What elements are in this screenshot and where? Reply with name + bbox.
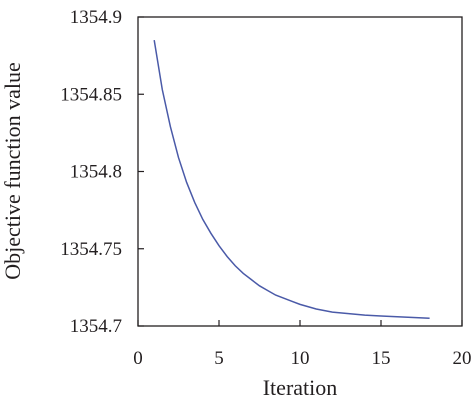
x-axis-tick-labels: 0 5 10 15 20 bbox=[133, 348, 471, 369]
x-tick-label: 0 bbox=[133, 348, 143, 369]
x-axis-title: Iteration bbox=[263, 375, 338, 400]
x-axis-ticks bbox=[137, 320, 463, 326]
x-tick-label: 15 bbox=[372, 348, 391, 369]
y-tick-label: 1354.75 bbox=[60, 239, 122, 260]
plot-frame bbox=[137, 16, 463, 327]
y-tick-label: 1354.8 bbox=[70, 162, 122, 183]
series-line bbox=[153, 40, 430, 320]
y-tick-label: 1354.7 bbox=[70, 316, 122, 337]
x-tick-label: 20 bbox=[453, 348, 472, 369]
y-axis-title: Objective function value bbox=[0, 62, 25, 279]
y-tick-label: 1354.85 bbox=[60, 84, 122, 105]
x-tick-label: 5 bbox=[214, 348, 224, 369]
y-tick-label: 1354.9 bbox=[70, 7, 122, 28]
x-tick-label: 10 bbox=[291, 348, 310, 369]
y-axis-tick-labels: 1354.7 1354.75 1354.8 1354.85 1354.9 bbox=[60, 7, 122, 337]
y-axis-ticks bbox=[138, 16, 144, 327]
